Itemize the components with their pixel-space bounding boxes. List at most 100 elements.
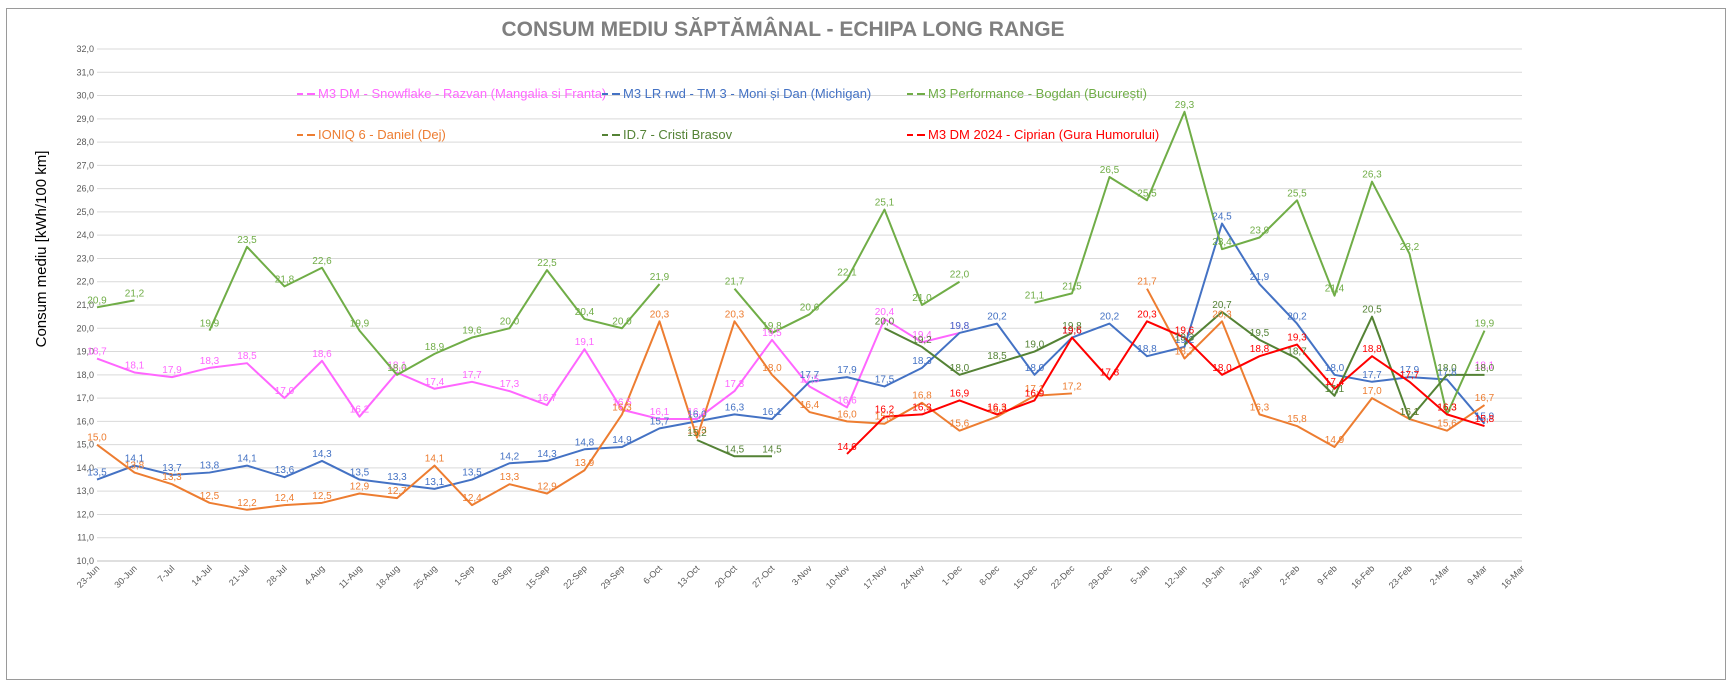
gridlines [97,48,1522,562]
data-label: 19,6 [1175,326,1195,337]
data-label: 19,9 [1475,319,1495,330]
data-label: 16,1 [762,407,782,418]
x-tick-label: 13-Oct [675,563,702,590]
data-label: 26,3 [1362,170,1382,181]
data-label: 18,5 [237,351,257,362]
data-label: 16,2 [875,405,895,416]
y-tick-label: 12,0 [76,509,94,519]
data-label: 16,1 [687,407,707,418]
data-label: 14,2 [500,451,520,462]
data-label: 15,6 [1437,419,1457,430]
y-tick-label: 28,0 [76,137,94,147]
data-label: 18,8 [1250,344,1270,355]
data-label: 20,2 [1100,312,1120,323]
data-label: 18,3 [912,356,932,367]
data-label: 21,0 [912,293,932,304]
data-label: 21,9 [1250,272,1270,283]
data-label: 12,9 [350,482,370,493]
series-segment [884,327,1073,376]
data-label: 21,7 [725,277,745,288]
data-label: 12,7 [387,486,407,497]
x-tick-label: 21-Jul [227,563,251,587]
y-tick-label: 17,0 [76,393,94,403]
data-label: 14,3 [312,449,332,460]
series-segment [96,299,135,309]
data-label: 21,4 [1325,284,1345,295]
data-label: 20,0 [875,316,895,327]
data-label: 17,7 [800,370,820,381]
x-tick-label: 2-Mar [1428,563,1452,587]
legend-item: M3 Performance - Bogdan (București) [907,86,1147,101]
legend: M3 DM - Snowflake - Razvan (Mangalia si … [297,86,1159,142]
data-label: 19,1 [575,337,595,348]
x-tick-label: 1-Sep [452,563,476,587]
x-tick-label: 22-Sep [561,563,589,591]
y-tick-label: 22,0 [76,277,94,287]
y-tick-label: 11,0 [77,533,94,543]
data-label: 16,7 [537,393,557,404]
data-label: 18,1 [125,360,145,371]
data-label: 18,6 [312,349,332,360]
legend-label: IONIQ 6 - Daniel (Dej) [318,127,446,142]
chart-frame: CONSUM MEDIU SĂPTĂMÂNAL - ECHIPA LONG RA… [6,8,1726,680]
data-label: 15,7 [650,416,670,427]
x-tick-label: 6-Oct [641,563,664,586]
data-label: 18,0 [1025,363,1045,374]
data-label: 18,8 [1137,344,1157,355]
y-tick-label: 23,0 [76,253,94,263]
y-axis-label: Consum mediu [kWh/100 km] [33,151,50,348]
data-label: 17,7 [1400,370,1420,381]
data-label: 20,4 [875,307,895,318]
data-label: 16,9 [1025,388,1045,399]
data-label: 12,4 [462,493,482,504]
x-tick-label: 10-Nov [824,563,852,591]
data-label: 18,7 [1175,347,1195,358]
data-label: 17,3 [500,379,520,390]
x-tick-label: 14-Jul [190,563,214,587]
data-label: 17,8 [1437,367,1457,378]
y-tick-label: 18,0 [76,370,94,380]
data-label: 16,1 [1400,407,1420,418]
data-label: 16,7 [1475,393,1495,404]
data-label: 17,7 [1362,370,1382,381]
data-label: 21,1 [1025,291,1045,302]
data-label: 12,5 [312,491,332,502]
data-label: 18,8 [1362,344,1382,355]
x-tick-label: 23-Jun [75,563,102,590]
data-label: 17,5 [800,374,820,385]
data-label: 19,4 [912,330,932,341]
data-label: 19,8 [950,321,970,332]
x-tick-label: 17-Nov [861,563,889,591]
data-label: 19,3 [1175,333,1195,344]
data-label: 18,3 [200,356,220,367]
x-tick-label: 20-Oct [713,563,740,590]
x-tick-label: 2-Feb [1278,563,1302,587]
x-tick-label: 25-Aug [411,563,439,591]
data-label: 25,1 [875,198,895,209]
legend-item: M3 LR rwd - TM 3 - Moni și Dan (Michigan… [602,86,871,101]
x-tick-label: 7-Jul [156,563,177,584]
series-segment [96,317,960,421]
series-line [96,222,1486,490]
data-label: 19,2 [1175,335,1195,346]
data-label: 19,6 [1062,326,1082,337]
data-label: 20,2 [1287,312,1307,323]
data-label: 24,5 [1212,212,1232,223]
data-label: 20,3 [1137,309,1157,320]
data-label: 25,5 [1137,188,1157,199]
data-label: 17,2 [1062,381,1082,392]
data-label: 17,9 [162,365,182,376]
data-label: 13,5 [350,468,370,479]
data-label: 14,8 [575,437,595,448]
data-label: 17,8 [1100,367,1120,378]
data-label: 12,2 [237,498,257,509]
data-label: 18,0 [1475,363,1495,374]
x-tick-label: 18-Aug [374,563,402,591]
series-lines [96,110,1486,511]
data-label: 22,5 [537,258,557,269]
x-tick-label: 4-Aug [302,563,326,587]
series-segment [1034,110,1486,416]
data-label: 16,3 [912,402,932,413]
data-label: 19,8 [1062,321,1082,332]
data-label: 14,1 [237,454,257,465]
